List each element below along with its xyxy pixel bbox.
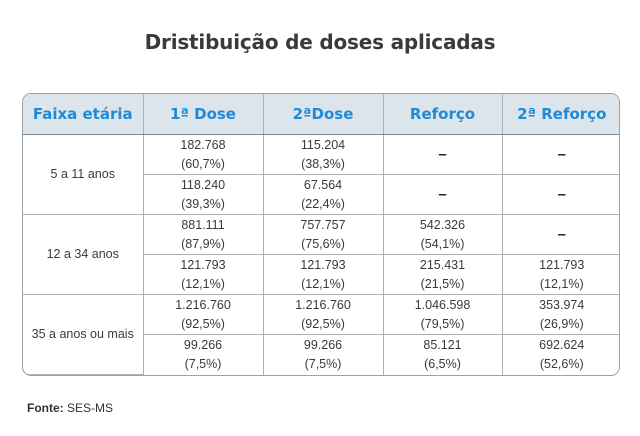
table-row: 35 a anos ou mais 1.216.760 (92,5%) 1.216.7… <box>23 294 619 375</box>
table-cell: 121.793 (12,1%) <box>501 254 619 296</box>
dose-count: 881.111 <box>181 217 225 232</box>
dose-count: 115.204 <box>300 137 346 152</box>
dose-count: 1.216.760 <box>175 297 231 312</box>
table-cell: 757.757 (75,6%) <box>262 214 384 256</box>
table-cell: 118.240 (39,3%) <box>143 174 264 216</box>
dose-percent: (39,3%) <box>181 196 225 211</box>
dose-percent: (92,5%) <box>181 316 225 331</box>
dose-percent: (6,5%) <box>424 356 461 371</box>
table-cell: – <box>501 214 619 256</box>
dose-percent: (79,5%) <box>420 316 465 331</box>
dose-percent: (60,7%) <box>181 156 225 171</box>
table-row: 12 a 34 anos 881.111 (87,9%) 757.757 (75,6%)… <box>23 214 619 296</box>
header-reforco: Reforço <box>382 94 503 135</box>
table-cell: – <box>501 133 619 176</box>
table-row: 5 a 11 anos 182.768 (60,7%) 115.204 (38,3%) –… <box>23 133 619 216</box>
dose-percent: (12,1%) <box>539 276 584 291</box>
empty-dash: – <box>438 145 447 163</box>
table-cell: 99.266 (7,5%) <box>262 334 384 375</box>
table-cell: 692.624 (52,6%) <box>501 334 619 375</box>
dose-count: 121.793 <box>180 257 226 272</box>
header-1a-dose: 1ª Dose <box>142 94 264 135</box>
table-cell: 67.564 (22,4%) <box>262 174 384 216</box>
table-header-row: Faixa etária 1ª Dose 2ªDose Reforço 2ª R… <box>23 94 619 135</box>
empty-dash: – <box>438 185 447 203</box>
dose-count: 1.216.760 <box>295 297 351 312</box>
table-cell: 1.216.760 (92,5%) <box>142 294 264 336</box>
dose-percent: (52,6%) <box>539 356 584 371</box>
age-group-label: 35 a anos ou mais <box>23 294 144 375</box>
dose-count: 99.266 <box>183 337 223 352</box>
table-cell: 353.974 (26,9%) <box>501 294 619 336</box>
empty-dash: – <box>557 225 566 243</box>
table-row: 99.266 (7,5%) 99.266 (7,5%) 85.121 (6,5%) 692.… <box>23 334 619 375</box>
table-cell: 115.204 (38,3%) <box>262 133 384 176</box>
dose-count: 542.326 <box>419 217 466 232</box>
age-group-label: 5 a 11 anos <box>23 133 144 216</box>
dose-count: 182.768 <box>180 137 226 152</box>
source-note: Fonte: SES-MS <box>27 401 113 415</box>
dose-count: 215.431 <box>419 257 466 272</box>
table-cell: – <box>501 174 619 216</box>
dose-percent: (7,5%) <box>184 356 222 371</box>
dose-percent: (26,9%) <box>539 316 584 331</box>
table-cell: 99.266 (7,5%) <box>143 334 264 375</box>
dose-count: 353.974 <box>539 297 585 312</box>
dose-percent: (21,5%) <box>420 276 465 291</box>
dose-percent: (75,6%) <box>301 236 345 251</box>
age-group-label: 12 a 34 anos <box>23 214 144 296</box>
dose-count: 118.240 <box>180 177 226 192</box>
dose-count: 757.757 <box>300 217 346 232</box>
dose-count: 85.121 <box>423 337 462 352</box>
doses-table: Faixa etária 1ª Dose 2ªDose Reforço 2ª R… <box>23 94 619 375</box>
header-2a-reforco: 2ª Reforço <box>501 94 619 135</box>
header-faixa-etaria: Faixa etária <box>23 94 144 135</box>
table-cell: – <box>382 174 503 216</box>
source-text: SES-MS <box>67 401 114 415</box>
dose-percent: (12,1%) <box>181 276 225 291</box>
table-cell: 1.046.598 (79,5%) <box>382 294 503 336</box>
table-body: 5 a 11 anos 182.768 (60,7%) 115.204 (38,3%) –… <box>23 133 619 375</box>
table-row: 121.793 (12,1%) 121.793 (12,1%) 215.431 (21,5… <box>23 254 619 296</box>
dose-percent: (38,3%) <box>301 156 345 171</box>
dose-percent: (7,5%) <box>304 356 342 371</box>
empty-dash: – <box>557 145 566 163</box>
source-label: Fonte: <box>27 401 64 415</box>
table-cell: 1.216.760 (92,5%) <box>262 294 384 336</box>
table-cell: 881.111 (87,9%) <box>142 214 264 256</box>
dose-count: 692.624 <box>539 337 585 352</box>
dose-count: 67.564 <box>303 177 343 192</box>
dose-count: 99.266 <box>303 337 343 352</box>
dose-count: 121.793 <box>300 257 346 272</box>
dose-percent: (87,9%) <box>181 236 225 251</box>
dose-count: 1.046.598 <box>414 297 471 312</box>
table-cell: 121.793 (12,1%) <box>143 254 264 296</box>
table-cell: 182.768 (60,7%) <box>142 133 264 176</box>
empty-dash: – <box>557 185 566 203</box>
table-row: 118.240 (39,3%) 67.564 (22,4%) – – <box>23 174 619 216</box>
table-cell: 542.326 (54,1%) <box>382 214 503 256</box>
table-cell: 121.793 (12,1%) <box>262 254 384 296</box>
table-cell: 85.121 (6,5%) <box>382 334 503 375</box>
dose-percent: (92,5%) <box>301 316 345 331</box>
table-cell: 215.431 (21,5%) <box>382 254 503 296</box>
doses-table-card: Faixa etária 1ª Dose 2ªDose Reforço 2ª R… <box>22 93 620 376</box>
table-cell: – <box>382 133 503 176</box>
dose-percent: (54,1%) <box>420 236 465 251</box>
dose-count: 121.793 <box>539 257 585 272</box>
dose-percent: (12,1%) <box>301 276 345 291</box>
dose-percent: (22,4%) <box>301 196 345 211</box>
header-2a-dose: 2ªDose <box>262 94 384 135</box>
page-title: Dristibuição de doses aplicadas <box>144 30 496 54</box>
